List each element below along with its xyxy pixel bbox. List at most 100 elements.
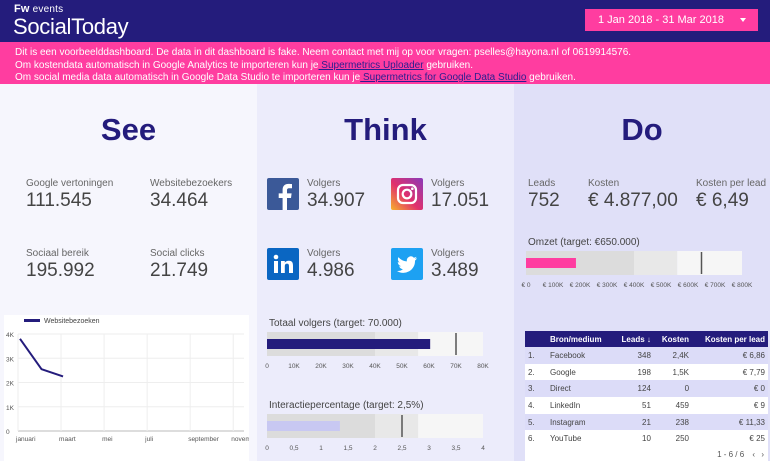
metric-label: Volgers xyxy=(307,248,341,259)
tick-label: 50K xyxy=(396,363,408,370)
brand-logo: SocialToday xyxy=(13,14,129,39)
table-cell-leads: 348 xyxy=(637,350,651,360)
y-tick-label: 3K xyxy=(6,356,15,363)
metric-label: Kosten per lead xyxy=(696,178,767,189)
table-cell-cost: 1,5K xyxy=(672,367,690,377)
think-column: Think Volgers 34.907 Volgers 17.051 Volg… xyxy=(257,84,514,461)
table-row[interactable]: 5. Instagram 21 238 € 11,33 xyxy=(525,413,768,431)
metric-label: Websitebezoekers xyxy=(150,178,233,189)
table-row[interactable]: 1. Facebook 348 2,4K € 6,86 xyxy=(525,347,768,364)
date-range-picker[interactable]: 1 Jan 2018 - 31 Mar 2018 xyxy=(585,9,758,31)
table-cell-cost: 2,4K xyxy=(672,350,690,360)
followers-chart-title: Totaal volgers (target: 70.000) xyxy=(269,318,402,329)
metric-value: 3.489 xyxy=(431,260,479,281)
tick-label: 1 xyxy=(319,445,323,452)
followers-bullet-chart[interactable]: 0 10K 20K 30K 40K 50K 60K 70K 80K xyxy=(261,328,501,378)
table-row[interactable]: 6. YouTube 10 250 € 25 xyxy=(525,430,768,448)
tick-label: € 600K xyxy=(678,282,699,289)
table-cell-leads: 10 xyxy=(642,434,651,444)
value-bar xyxy=(267,421,340,431)
metric-label: Google vertoningen xyxy=(26,178,114,189)
table-cell-cost: 459 xyxy=(675,400,690,410)
tick-label: € 700K xyxy=(705,282,726,289)
table-cell-leads: 51 xyxy=(642,400,651,410)
x-tick-label: juli xyxy=(144,436,153,443)
table-cell-source: Instagram xyxy=(550,417,586,427)
metric-value: 111.545 xyxy=(26,190,92,211)
metric-value: 195.992 xyxy=(26,260,95,281)
table-cell-leads: 198 xyxy=(637,367,651,377)
tick-label: 3,5 xyxy=(451,445,460,452)
tick-label: 1,5 xyxy=(343,445,352,452)
tick-label: € 0 xyxy=(521,282,530,289)
table-row[interactable]: 3. Direct 124 0 € 0 xyxy=(525,380,768,398)
tick-label: 40K xyxy=(369,363,381,370)
tick-label: € 800K xyxy=(732,282,753,289)
tick-label: 30K xyxy=(342,363,354,370)
supermetrics-datastudio-link[interactable]: Supermetrics for Google Data Studio xyxy=(360,72,527,83)
tick-label: € 200K xyxy=(570,282,591,289)
metric-value: 21.749 xyxy=(150,260,209,281)
table-row[interactable]: 4. LinkedIn 51 459 € 9 xyxy=(525,397,768,414)
table-cell-source: LinkedIn xyxy=(550,400,581,410)
tick-label: € 500K xyxy=(651,282,672,289)
value-bar xyxy=(267,339,431,349)
tick-label: 2 xyxy=(373,445,377,452)
x-tick-label: mei xyxy=(102,436,112,443)
table-header-row: Bron/medium Leads ↓ Kosten Kosten per le… xyxy=(525,331,768,347)
metric-value: 34.907 xyxy=(307,190,366,211)
tick-label: € 300K xyxy=(597,282,618,289)
banner-line-3: Om social media data automatisch in Goog… xyxy=(15,72,576,83)
table-cell-n: 1. xyxy=(528,350,535,360)
chevron-down-icon xyxy=(740,18,746,22)
table-cell-source: Google xyxy=(550,367,576,377)
think-title: Think xyxy=(344,112,427,147)
column-header-cpl[interactable]: Kosten per lead xyxy=(704,334,765,344)
tick-label: 20K xyxy=(315,363,327,370)
metric-label: Sociaal bereik xyxy=(26,248,89,259)
revenue-bullet-chart[interactable]: € 0 € 100K € 200K € 300K € 400K € 500K € 600K €… xyxy=(516,247,766,297)
table-cell-cost: 0 xyxy=(684,384,690,394)
column-header-leads[interactable]: Leads ↓ xyxy=(621,334,651,344)
table-cell-cpl: € 6,86 xyxy=(742,350,765,360)
table-cell-source: Facebook xyxy=(550,350,586,360)
tick-label: 4 xyxy=(481,445,485,452)
tick-label: 10K xyxy=(288,363,300,370)
banner-line-1: Dit is een voorbeelddashboard. De data i… xyxy=(15,47,632,58)
table-row[interactable]: 2. Google 198 1,5K € 7,79 xyxy=(525,363,768,381)
tick-label: 2,5 xyxy=(397,445,406,452)
column-header-source[interactable]: Bron/medium xyxy=(550,334,602,344)
supermetrics-uploader-link[interactable]: Supermetrics Uploader xyxy=(318,59,424,71)
prev-page-icon[interactable]: ‹ xyxy=(752,450,756,460)
table-cell-cpl: € 9 xyxy=(753,400,765,410)
tick-label: 70K xyxy=(450,363,462,370)
info-banner: Dit is een voorbeelddashboard. De data i… xyxy=(0,42,770,84)
see-column: See Google vertoningen 111.545 Websitebe… xyxy=(0,84,260,461)
twitter-icon xyxy=(391,248,423,280)
interaction-bullet-chart[interactable]: 0 0,5 1 1,5 2 2,5 3 3,5 4 xyxy=(261,410,501,460)
metric-label: Kosten xyxy=(588,178,620,189)
table-pagination: 1 - 6 / 6 ‹ › xyxy=(525,447,768,461)
value-bar xyxy=(526,258,576,268)
table-cell-cost: 238 xyxy=(675,417,690,427)
tick-label: € 400K xyxy=(624,282,645,289)
metric-label: Volgers xyxy=(431,248,465,259)
metric-label: Volgers xyxy=(431,178,465,189)
table-cell-cpl: € 0 xyxy=(753,384,765,394)
brand-logo-small: Fw events xyxy=(14,3,64,15)
next-page-icon[interactable]: › xyxy=(761,450,764,460)
table-cell-source: Direct xyxy=(550,384,571,394)
metric-value: € 6,49 xyxy=(696,190,749,211)
range-band xyxy=(677,251,742,275)
x-tick-label: maart xyxy=(59,436,76,443)
table-cell-source: YouTube xyxy=(550,434,582,444)
facebook-icon xyxy=(267,178,299,210)
table-cell-n: 4. xyxy=(528,400,535,410)
column-header-cost[interactable]: Kosten xyxy=(661,334,690,344)
linkedin-icon xyxy=(267,248,299,280)
tick-label: 0,5 xyxy=(289,445,298,452)
visits-line-chart[interactable]: 0 1K 2K 3K 4K januari maart mei juli september nov… xyxy=(4,315,260,461)
tick-label: 60K xyxy=(423,363,435,370)
sort-desc-icon: ↓ xyxy=(646,334,651,344)
interaction-chart-title: Interactiepercentage (target: 2,5%) xyxy=(269,400,424,411)
